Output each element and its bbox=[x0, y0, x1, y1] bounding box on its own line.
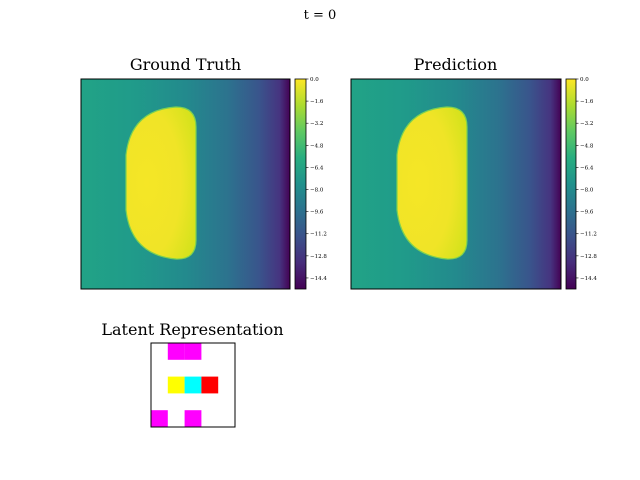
prediction-title: Prediction bbox=[414, 55, 498, 74]
prediction-colorbar-tick-label: −11.2 bbox=[580, 232, 597, 238]
prediction-blob bbox=[396, 106, 468, 260]
ground-truth-colorbar-tick-label: −11.2 bbox=[310, 232, 327, 238]
latent-title: Latent Representation bbox=[101, 320, 283, 339]
latent-cell bbox=[201, 376, 219, 394]
prediction-colorbar: 0.0 −1.6 −3.2 −4.8 −6.4 −8.0 −9.6 −11.2 −12.8 −14… bbox=[565, 77, 597, 290]
latent-grid bbox=[151, 343, 219, 427]
latent-cell bbox=[184, 410, 202, 427]
ground-truth-colorbar-tick-label: 0.0 bbox=[310, 77, 319, 83]
ground-truth-colorbar: 0.0 −1.6 −3.2 −4.8 −6.4 −8.0 −9.6 −11.2 −12.8 −14… bbox=[294, 77, 327, 290]
ground-truth-colorbar-ticks: 0.0 −1.6 −3.2 −4.8 −6.4 −8.0 −9.6 −11.2 −12.8 −14… bbox=[306, 77, 327, 282]
ground-truth-colorbar-tick-label: −12.8 bbox=[310, 254, 327, 260]
ground-truth-panel: Ground Truth 0.0 −1.6 −3.2 −4.8 −6.4 −8.0 −9.6… bbox=[80, 55, 327, 290]
ground-truth-colorbar-tick-label: −4.8 bbox=[310, 143, 324, 149]
prediction-colorbar-tick-label: −14.4 bbox=[580, 276, 597, 282]
ground-truth-blob bbox=[125, 106, 197, 260]
prediction-frame bbox=[350, 78, 562, 290]
prediction-colorbar-tick-label: −9.6 bbox=[580, 210, 594, 216]
ground-truth-colorbar-tick-label: −9.6 bbox=[310, 210, 324, 216]
ground-truth-colorbar-tick-label: −6.4 bbox=[310, 165, 324, 171]
latent-cell bbox=[167, 376, 185, 394]
ground-truth-colorbar-tick-label: −1.6 bbox=[310, 99, 324, 105]
ground-truth-title: Ground Truth bbox=[130, 55, 241, 74]
prediction-colorbar-ticks: 0.0 −1.6 −3.2 −4.8 −6.4 −8.0 −9.6 −11.2 −12.8 −14… bbox=[576, 77, 597, 282]
prediction-heatmap bbox=[350, 78, 562, 290]
prediction-colorbar-tick-label: −12.8 bbox=[580, 254, 597, 260]
latent-cell bbox=[184, 343, 202, 360]
latent-frame bbox=[150, 342, 236, 428]
prediction-colorbar-tick-label: 0.0 bbox=[580, 77, 589, 83]
prediction-colorbar-tick-label: −4.8 bbox=[580, 143, 594, 149]
ground-truth-heatmap bbox=[80, 78, 291, 290]
ground-truth-colorbar-tick-label: −8.0 bbox=[310, 188, 324, 194]
latent-cell bbox=[151, 410, 168, 427]
figure-suptitle: t = 0 bbox=[304, 8, 337, 23]
ground-truth-colorbar-tick-label: −14.4 bbox=[310, 276, 327, 282]
ground-truth-colorbar-bar bbox=[294, 78, 307, 290]
prediction-colorbar-bar bbox=[565, 78, 577, 290]
prediction-colorbar-tick-label: −3.2 bbox=[580, 121, 593, 127]
ground-truth-colorbar-tick-label: −3.2 bbox=[310, 121, 323, 127]
latent-cell bbox=[167, 343, 185, 360]
latent-cell bbox=[184, 376, 202, 394]
prediction-colorbar-tick-label: −8.0 bbox=[580, 188, 594, 194]
prediction-panel: Prediction 0.0 −1.6 −3.2 −4.8 −6.4 −8.0 −9.6 −1… bbox=[350, 55, 597, 290]
prediction-colorbar-tick-label: −1.6 bbox=[580, 99, 594, 105]
prediction-colorbar-tick-label: −6.4 bbox=[580, 165, 594, 171]
latent-panel: Latent Representation bbox=[101, 320, 284, 428]
ground-truth-frame bbox=[80, 78, 291, 290]
